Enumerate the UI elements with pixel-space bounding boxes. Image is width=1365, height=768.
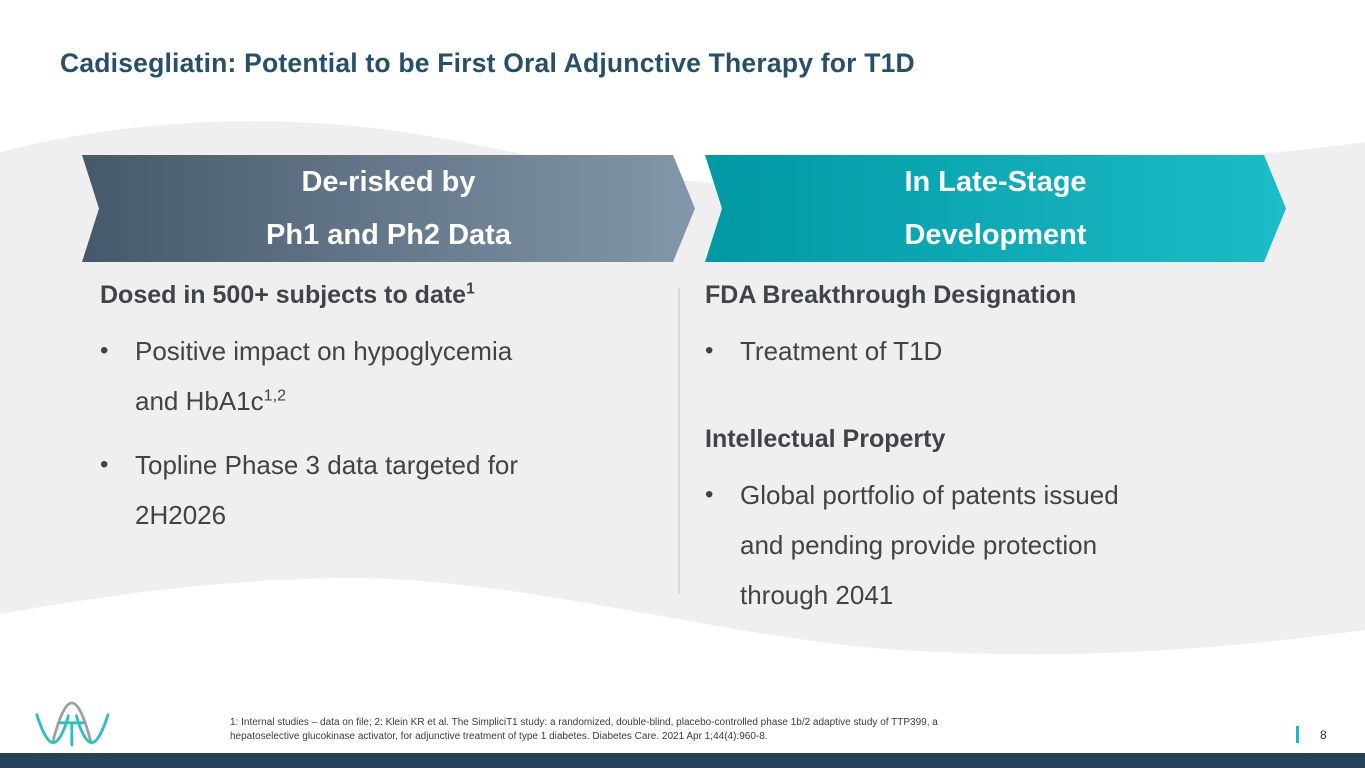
footnote-citation: 1: Internal studies – data on file; 2: K… (230, 716, 1060, 744)
bullet-text: Topline Phase 3 data targeted for 2H2026 (135, 440, 518, 540)
banner-line: In Late-Stage (904, 165, 1087, 198)
section-fda-breakthrough: FDA Breakthrough Designation • Treatment… (705, 278, 1253, 376)
bullet-dot: • (705, 337, 714, 364)
section-intellectual-property: Intellectual Property • Global portfolio… (705, 422, 1253, 620)
bullet-item: • Treatment of T1D (705, 326, 1253, 376)
bullet-line: Topline Phase 3 data targeted for (135, 450, 519, 480)
banner-late-stage-development: In Late-Stage Development (705, 155, 1286, 262)
bottom-accent-bar (0, 753, 1365, 768)
heading-text: Intellectual Property (705, 425, 946, 453)
column-divider (678, 288, 680, 594)
banner-line: Development (904, 218, 1087, 251)
bullet-line: Treatment of T1D (740, 336, 943, 366)
column-clinical-data: Dosed in 500+ subjects to date1 • Positi… (100, 278, 648, 554)
bullet-line: through 2041 (740, 580, 894, 610)
bullet-text: Positive impact on hypoglycemia and HbA1c… (135, 326, 512, 426)
bullet-line: Global portfolio of patents issued (740, 480, 1119, 510)
bullet-text: Treatment of T1D (740, 326, 942, 376)
bullet-line: Positive impact on hypoglycemia (135, 336, 513, 366)
vtv-therapeutics-logo-icon (28, 696, 118, 752)
banner-line: Ph1 and Ph2 Data (266, 218, 511, 251)
bullet-dot: • (705, 481, 714, 508)
bullet-item: • Positive impact on hypoglycemia and HbA… (100, 326, 648, 426)
bullet-line: and HbA1c (135, 386, 264, 416)
slide-title: Cadisegliatin: Potential to be First Ora… (60, 48, 915, 78)
footnote-line: 1: Internal studies – data on file; 2: K… (230, 717, 938, 728)
bullet-text: Global portfolio of patents issued and pe… (740, 470, 1119, 620)
heading-text: FDA Breakthrough Designation (705, 281, 1077, 309)
heading-text: Dosed in 500+ subjects to date (100, 281, 467, 309)
bullet-dot: • (100, 337, 109, 364)
page-number: 8 (1320, 728, 1327, 742)
footnote-line: hepatoselective glucokinase activator, f… (230, 731, 768, 742)
bullet-line: and pending provide protection (740, 530, 1098, 560)
banner-derisked-by-ph1-ph2: De-risked by Ph1 and Ph2 Data (82, 155, 695, 262)
bullet-item: • Global portfolio of patents issued and … (705, 470, 1253, 620)
section-heading: Dosed in 500+ subjects to date1 (100, 278, 648, 312)
banner-line: De-risked by (301, 165, 476, 198)
bullet-dot: • (100, 451, 109, 478)
bullet-superscript: 1,2 (263, 386, 287, 405)
bullet-line: 2H2026 (135, 500, 227, 530)
section-heading: FDA Breakthrough Designation (705, 278, 1253, 312)
column-regulatory-ip: FDA Breakthrough Designation • Treatment… (705, 278, 1253, 634)
page-marker-bar (1296, 726, 1299, 743)
section-dosed-subjects: Dosed in 500+ subjects to date1 • Positi… (100, 278, 648, 540)
bullet-item: • Topline Phase 3 data targeted for 2H202… (100, 440, 648, 540)
heading-superscript: 1 (466, 280, 475, 298)
section-heading: Intellectual Property (705, 422, 1253, 456)
